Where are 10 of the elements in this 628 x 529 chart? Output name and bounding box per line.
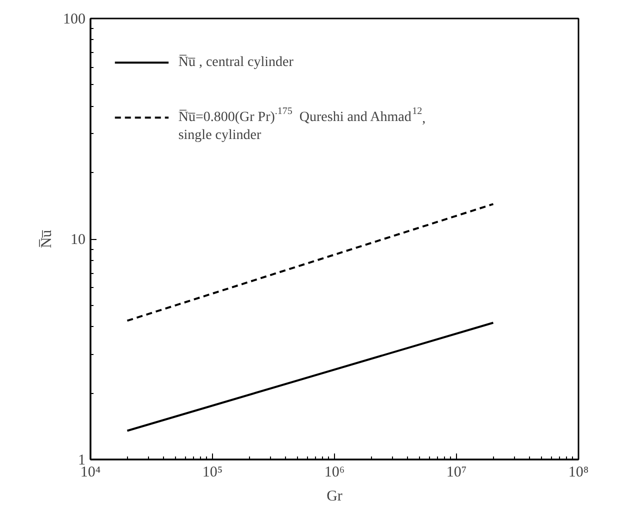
legend-label: N̅u̅ , central cylinder bbox=[178, 54, 294, 70]
x-tick-label: 10⁸ bbox=[568, 464, 589, 480]
y-tick-label: 100 bbox=[63, 12, 86, 28]
x-axis-title: Gr bbox=[326, 488, 342, 504]
x-tick-label: 10⁴ bbox=[80, 464, 101, 480]
x-tick-label: 10⁶ bbox=[324, 464, 345, 480]
y-axis-title: N̅u̅ bbox=[38, 229, 55, 248]
x-tick-label: 10⁵ bbox=[202, 464, 223, 480]
x-tick-label: 10⁷ bbox=[446, 464, 467, 480]
y-tick-label: 10 bbox=[70, 232, 86, 248]
